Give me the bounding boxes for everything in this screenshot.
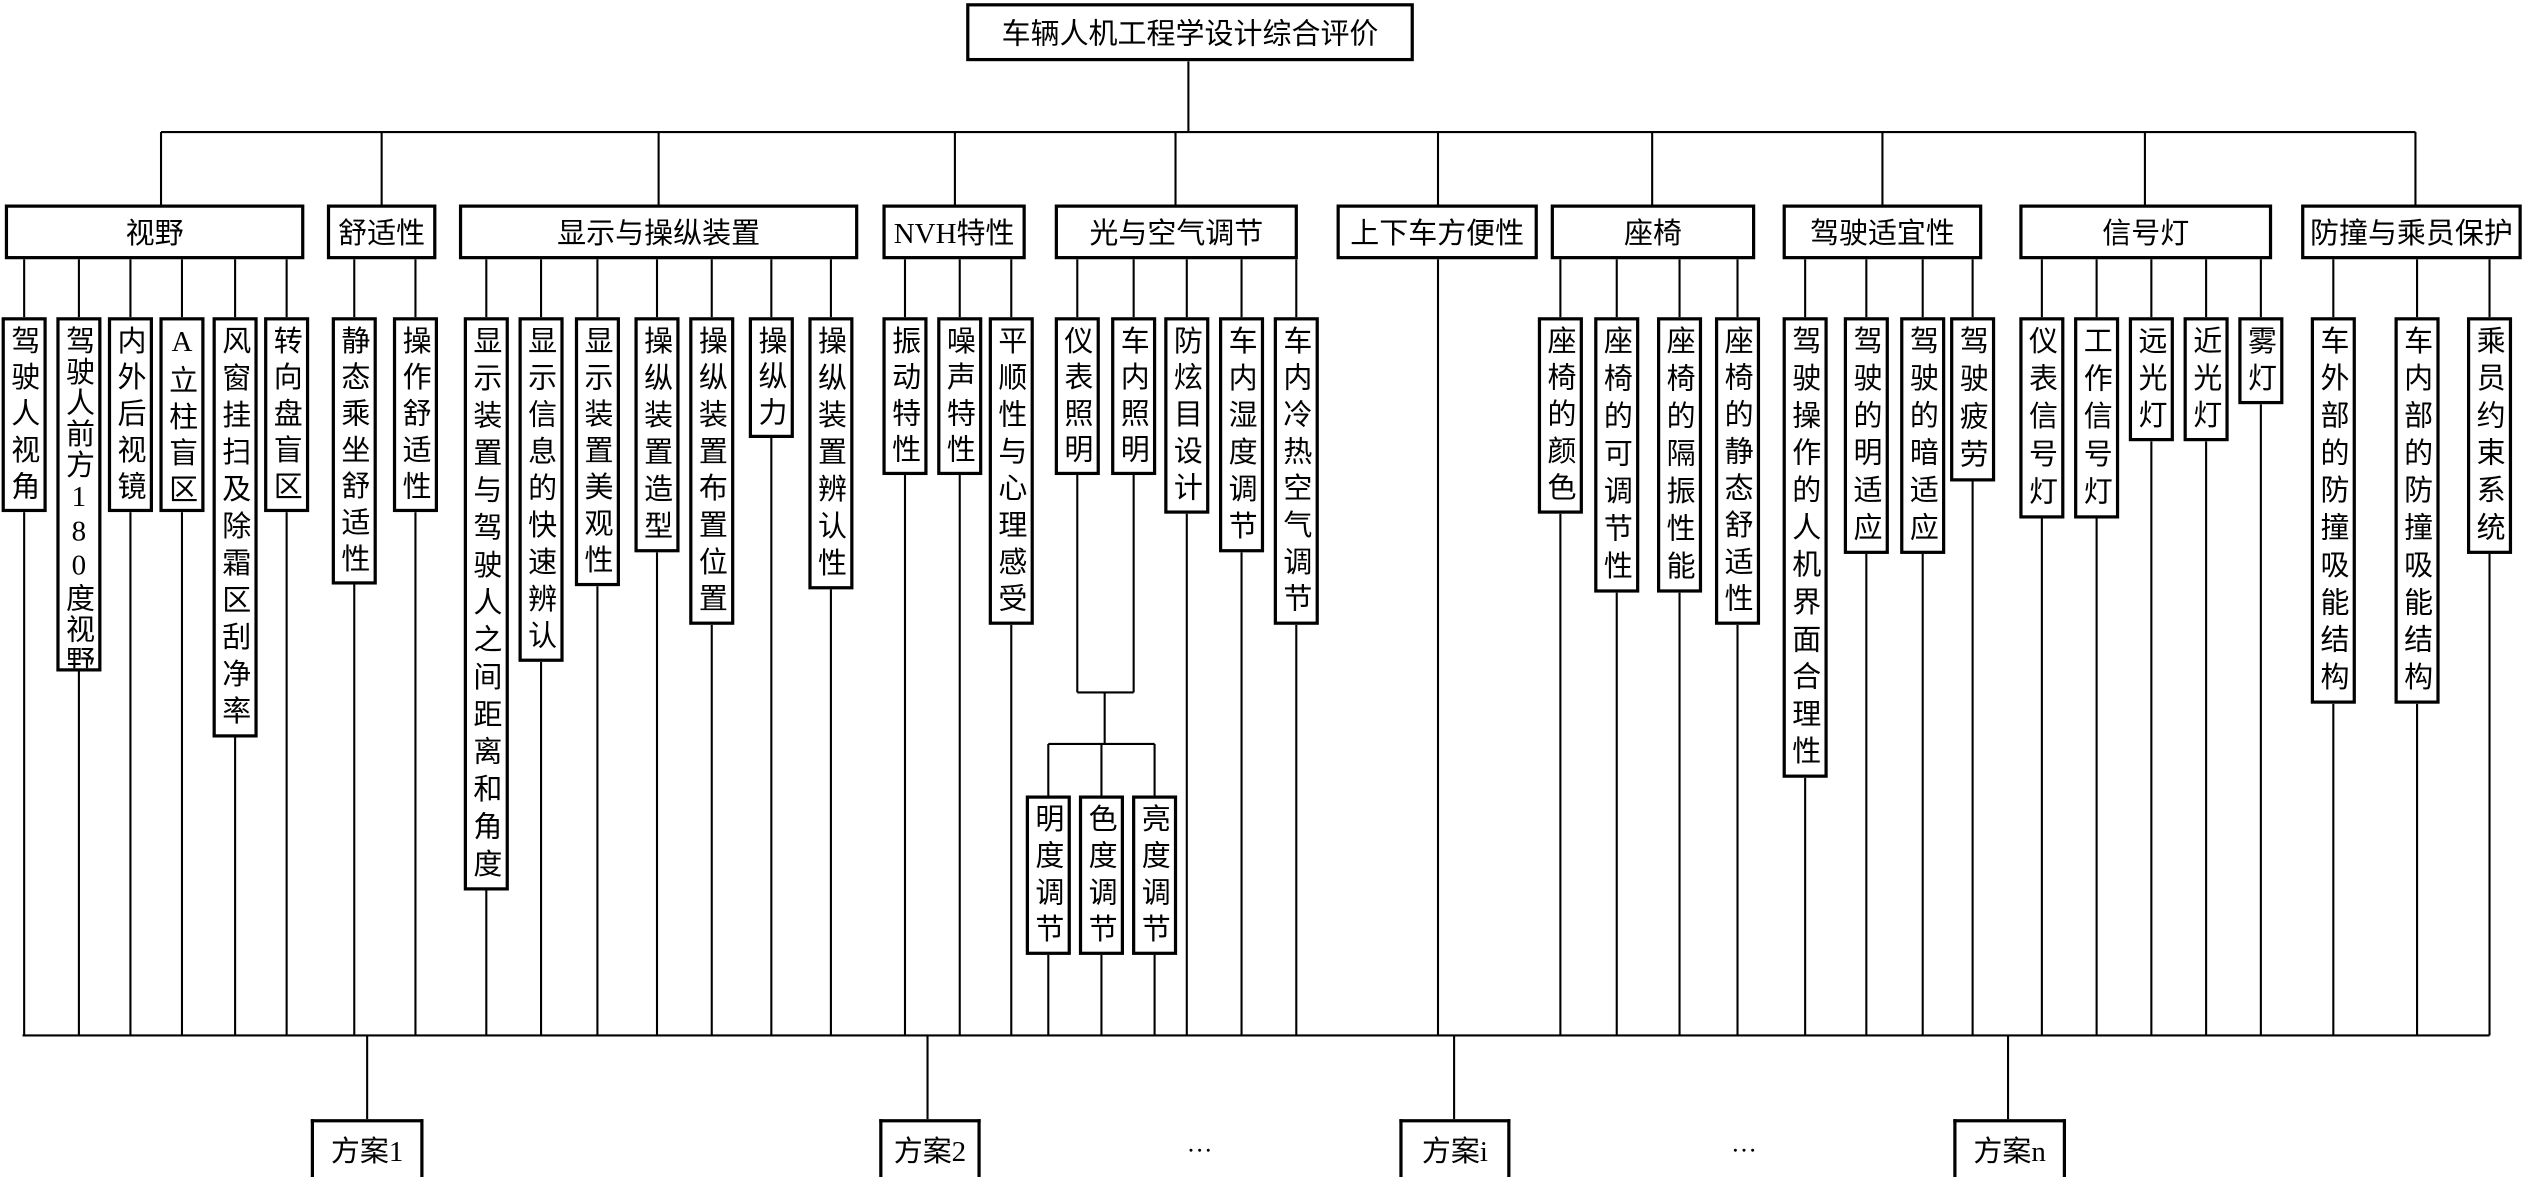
alternative-node: 方案1 [310, 1119, 424, 1177]
criterion-node: 操纵装置布置位置 [689, 317, 735, 625]
criterion-node: 显示信息的快速辨认 [518, 317, 564, 662]
criterion-node: 车外部的防撞吸能结构 [2310, 317, 2356, 704]
criterion-node: 平顺性与心理感受 [988, 317, 1034, 625]
criterion-node: 仪表信号灯 [2019, 317, 2065, 519]
category-node: 信号灯 [2019, 204, 2273, 260]
criterion-node: 车内冷热空气调节 [1273, 317, 1319, 625]
criterion-node: 内外后视镜 [107, 317, 153, 513]
alternative-node: 方案n [1953, 1119, 2067, 1177]
category-node: 显示与操纵装置 [458, 204, 859, 260]
criterion-node: 风窗挂扫及除霜区刮净率 [212, 317, 258, 738]
criterion-node: 工作信号灯 [2074, 317, 2120, 519]
alternative-node: 方案i [1399, 1119, 1511, 1177]
lighting-sub-criterion-node: 亮度调节 [1132, 795, 1178, 955]
criterion-node: 防炫目设计 [1164, 317, 1210, 514]
ellipsis-text: … [1186, 1130, 1213, 1158]
criterion-node: 噪声特性 [937, 317, 983, 476]
criterion-node: 近光灯 [2183, 317, 2229, 442]
criterion-node: 座椅的隔振性能 [1656, 317, 1703, 593]
criterion-node: 振动特性 [882, 317, 928, 476]
criterion-node: 座椅的静态舒适性 [1714, 317, 1761, 625]
criterion-node: 车内湿度调节 [1218, 317, 1265, 553]
category-node: NVH特性 [882, 204, 1026, 260]
criterion-node: 车内部的防撞吸能结构 [2394, 317, 2440, 704]
criterion-node: 仪表照明 [1054, 317, 1100, 476]
criterion-node: 静态乘坐舒适性 [331, 317, 377, 585]
criterion-node: 驾驶人前方180度视野 [56, 317, 102, 672]
criterion-node: 驾驶人视角 [1, 317, 47, 513]
criterion-node: 转向盘盲区 [264, 317, 310, 513]
criterion-node: 驾驶的暗适应 [1900, 317, 1946, 554]
criterion-node: 操作舒适性 [392, 317, 439, 513]
criterion-node: 驾驶的明适应 [1843, 317, 1889, 554]
category-node: 上下车方便性 [1336, 204, 1538, 260]
root-node: 车辆人机工程学设计综合评价 [966, 3, 1414, 62]
criterion-node: 雾灯 [2238, 317, 2284, 405]
lighting-sub-criterion-node: 明度调节 [1025, 795, 1071, 955]
criterion-node: 车内照明 [1111, 317, 1157, 476]
criterion-node: 座椅的可调节性 [1594, 317, 1640, 593]
criterion-node: 操纵装置辨认性 [808, 317, 854, 590]
criterion-node: 驾驶疲劳 [1950, 317, 1996, 482]
criterion-node: 乘员约束系统 [2466, 317, 2513, 554]
category-node: 驾驶适宜性 [1782, 204, 1983, 260]
category-node: 防撞与乘员保护 [2301, 204, 2522, 260]
category-node: 舒适性 [326, 204, 437, 260]
criterion-node: 座椅的颜色 [1537, 317, 1583, 514]
criterion-node: 操纵装置造型 [634, 317, 680, 553]
criterion-node: A立柱盲区 [159, 317, 205, 513]
category-node: 座椅 [1550, 204, 1756, 260]
category-node: 光与空气调节 [1054, 204, 1298, 260]
category-node: 视野 [4, 204, 305, 260]
criterion-node: 显示装置美观性 [574, 317, 620, 587]
ellipsis-text: … [1731, 1130, 1757, 1158]
criterion-node: 远光灯 [2128, 317, 2174, 442]
criterion-node: 显示装置与驾驶人之间距离和角度 [463, 317, 509, 891]
lighting-sub-criterion-node: 色度调节 [1078, 795, 1124, 955]
alternative-node: 方案2 [879, 1119, 981, 1177]
criterion-node: 驾驶操作的人机界面合理性 [1782, 317, 1828, 778]
criterion-node: 操纵力 [748, 317, 794, 439]
